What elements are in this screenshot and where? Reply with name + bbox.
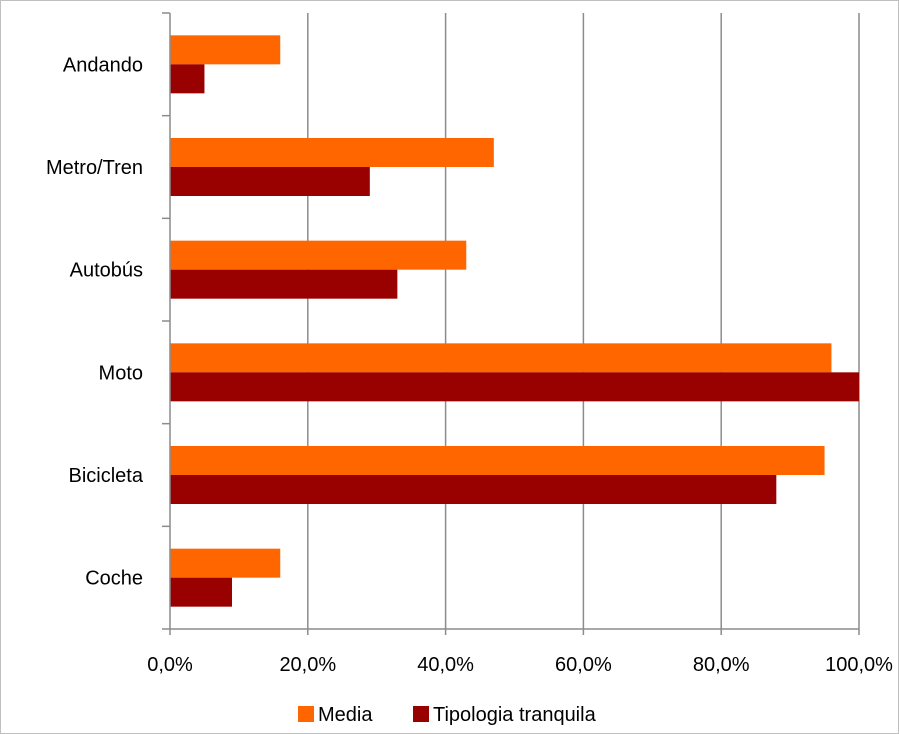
x-tick-label: 80,0%: [693, 654, 750, 676]
bar-media: [170, 548, 281, 578]
legend-label: Media: [318, 704, 373, 726]
category-label: Autobús: [70, 260, 143, 282]
bar-tipologia-tranquila: [170, 167, 370, 196]
category-label: Andando: [63, 54, 143, 76]
category-label: Moto: [99, 362, 143, 384]
x-tick-label: 20,0%: [279, 654, 336, 676]
category-labels: Andando Metro/Tren Autobús Moto Bicicleta Coc…: [46, 54, 144, 589]
bar-tipologia-tranquila: [170, 475, 777, 504]
x-tick-label: 60,0%: [555, 654, 612, 676]
x-tick-label: 0,0%: [147, 654, 193, 676]
legend-label: Tipologia tranquila: [433, 704, 597, 726]
bar-media: [170, 240, 467, 270]
bar-media: [170, 446, 825, 475]
legend: Media Tipologia tranquila: [298, 704, 597, 726]
legend-swatch: [413, 706, 429, 722]
x-tick-label: 40,0%: [417, 654, 474, 676]
grid-lines: [307, 13, 860, 629]
category-label: Metro/Tren: [46, 157, 143, 179]
x-tick-labels: 0,0% 20,0% 40,0% 60,0% 80,0% 100,0%: [147, 654, 893, 676]
legend-swatch: [298, 706, 314, 722]
category-label: Coche: [85, 568, 143, 590]
axes: [162, 12, 860, 635]
bars: [170, 35, 859, 607]
x-tick-label: 100,0%: [825, 654, 893, 676]
bar-tipologia-tranquila: [170, 372, 859, 402]
bar-tipologia-tranquila: [170, 64, 205, 94]
bar-media: [170, 138, 494, 167]
bar-media: [170, 35, 281, 65]
bar-media: [170, 343, 832, 373]
bar-tipologia-tranquila: [170, 577, 233, 607]
category-label: Bicicleta: [69, 465, 144, 487]
bar-tipologia-tranquila: [170, 269, 398, 299]
